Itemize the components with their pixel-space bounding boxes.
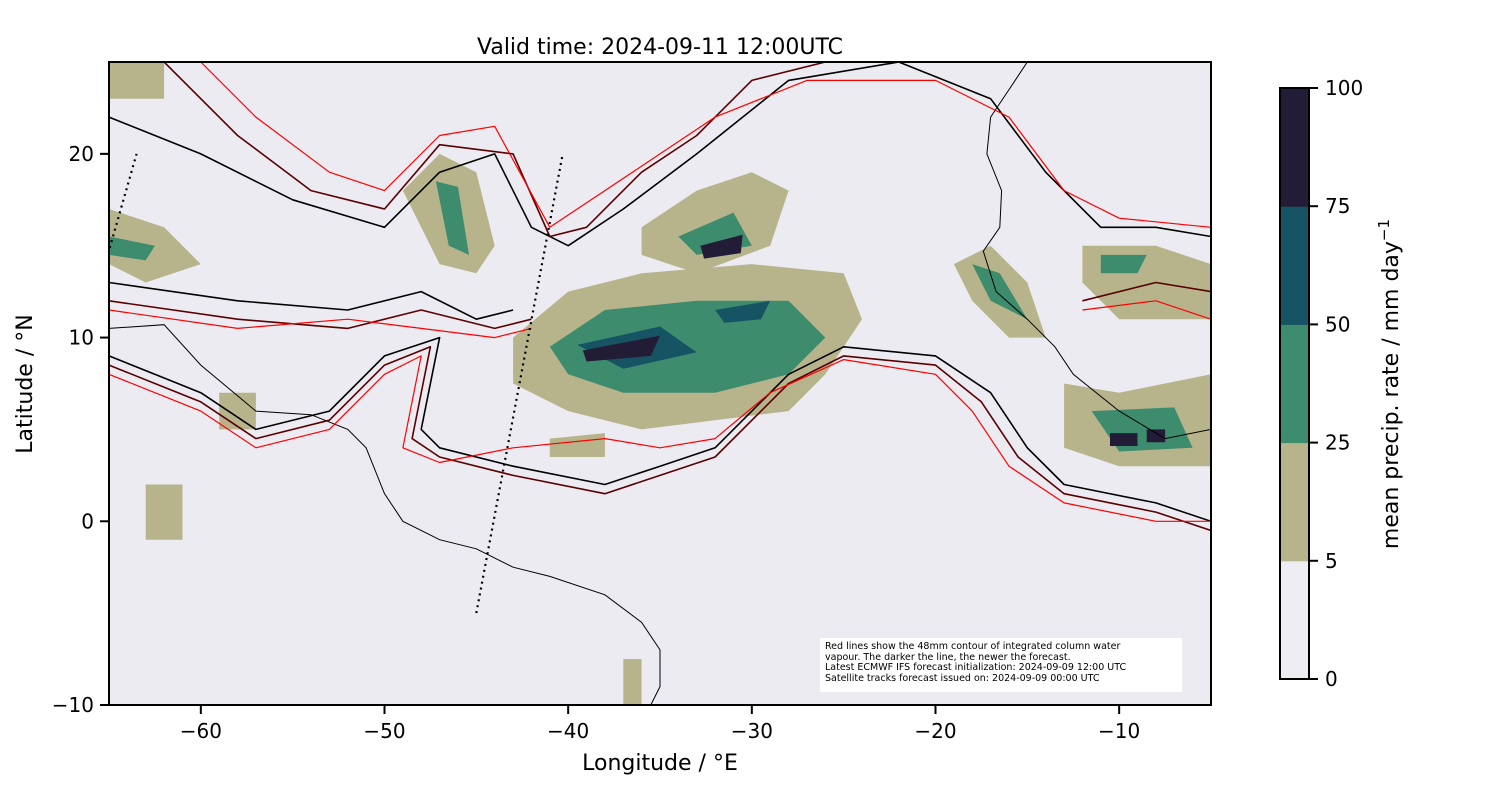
iwv-contour bbox=[109, 309, 532, 339]
y-axis: −10 0 10 20 bbox=[52, 142, 109, 717]
x-tick-label: −40 bbox=[547, 719, 589, 743]
coastline bbox=[982, 117, 1211, 440]
annotation-line: Latest ECMWF IFS forecast initialization… bbox=[825, 662, 1127, 673]
x-tick-label: −60 bbox=[180, 719, 222, 743]
colorbar-segment bbox=[1280, 560, 1309, 680]
annotation-line: vapour. The darker the line, the newer t… bbox=[825, 651, 1071, 663]
coastline bbox=[109, 324, 661, 705]
x-axis: −60 −50 −40 −30 −20 −10 bbox=[180, 705, 1140, 743]
contour-layer bbox=[109, 62, 1211, 532]
precip-region bbox=[549, 433, 605, 457]
precip-region bbox=[1146, 429, 1166, 443]
precip-region bbox=[582, 335, 660, 362]
x-tick-label: −10 bbox=[1098, 719, 1140, 743]
precip-region bbox=[109, 209, 201, 283]
iwv-contour bbox=[163, 62, 826, 238]
precip-region bbox=[109, 62, 165, 99]
iwv-contour bbox=[1082, 300, 1211, 320]
iwv-contour bbox=[109, 355, 1211, 522]
precip-region bbox=[1100, 254, 1147, 274]
colorbar-label: mean precip. rate / mm day−1 bbox=[1375, 219, 1404, 549]
colorbar-segment bbox=[1280, 88, 1309, 207]
x-axis-label: Longitude / °E bbox=[582, 751, 738, 776]
precip-region bbox=[1110, 433, 1138, 446]
iwv-contour bbox=[109, 300, 532, 330]
x-tick-label: −30 bbox=[731, 719, 773, 743]
y-axis-label: Latitude / °N bbox=[13, 314, 38, 453]
colorbar-segment bbox=[1280, 206, 1309, 325]
colorbar-tick-label: 5 bbox=[1325, 549, 1338, 573]
colorbar-segment bbox=[1280, 442, 1309, 562]
y-tick-label: 10 bbox=[69, 326, 94, 350]
annotation-line: Red lines show the 48mm contour of integ… bbox=[825, 641, 1121, 652]
y-tick-label: 20 bbox=[69, 142, 94, 166]
x-tick-label: −50 bbox=[363, 719, 405, 743]
iwv-contour bbox=[109, 281, 514, 321]
colorbar-segment bbox=[1280, 324, 1309, 444]
colorbar-tick-label: 50 bbox=[1325, 312, 1350, 336]
map-frame bbox=[108, 61, 1212, 706]
iwv-contour bbox=[200, 62, 1211, 228]
colorbar-frame bbox=[1279, 87, 1310, 680]
x-tick-label: −20 bbox=[914, 719, 956, 743]
precip-region bbox=[145, 484, 183, 540]
precip-region bbox=[435, 181, 469, 255]
iwv-contour bbox=[109, 336, 1211, 523]
colorbar-tick-label: 0 bbox=[1325, 667, 1338, 691]
iwv-contour bbox=[109, 345, 1211, 532]
precip-region bbox=[623, 659, 642, 705]
annotation-box: Red lines show the 48mm contour of integ… bbox=[820, 638, 1182, 692]
annotation-line: Satellite tracks forecast issued on: 202… bbox=[825, 672, 1100, 684]
y-tick-label: 0 bbox=[81, 509, 94, 533]
colorbar-tick-label: 75 bbox=[1325, 194, 1350, 218]
chart-title: Valid time: 2024-09-11 12:00UTC bbox=[477, 35, 843, 60]
satellite-track bbox=[109, 153, 138, 255]
iwv-contour bbox=[1082, 281, 1211, 302]
colorbar-tick-label: 25 bbox=[1325, 431, 1350, 455]
satellite-track-layer bbox=[109, 153, 564, 614]
precip-region bbox=[972, 264, 1028, 320]
precip-region bbox=[715, 300, 771, 323]
colorbar-tick-label: 100 bbox=[1325, 76, 1363, 100]
y-tick-label: −10 bbox=[52, 693, 94, 717]
precip-region bbox=[109, 236, 155, 261]
colorbar: 0 5 25 50 75 100 bbox=[1279, 76, 1363, 691]
precip-region bbox=[700, 234, 743, 259]
precip-region bbox=[219, 392, 256, 430]
